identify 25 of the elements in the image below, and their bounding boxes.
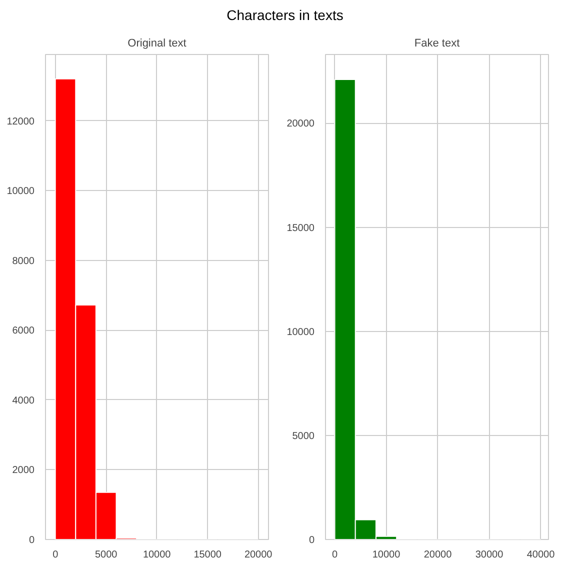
x-tick-label: 5000 [94, 550, 118, 560]
x-tick-label: 10000 [142, 550, 172, 560]
y-tick-label: 10000 [6, 186, 35, 198]
chart-title: Original text [128, 38, 186, 50]
chart-title: Fake text [414, 38, 460, 50]
y-tick-label: 15000 [286, 222, 315, 234]
x-tick-label: 20000 [244, 550, 273, 560]
x-tick-label: 0 [52, 550, 59, 560]
y-tick-label: 20000 [286, 118, 315, 130]
x-tick-label: 15000 [194, 550, 222, 560]
y-tick-label: 12000 [6, 116, 35, 128]
y-tick-label: 5000 [292, 430, 315, 442]
y-tick-label: 10000 [286, 326, 315, 338]
text: Characters in texts [226, 6, 344, 25]
x-tick-label: 10000 [372, 550, 401, 560]
y-tick-label: 0 [28, 535, 35, 546]
x-tick-label: 0 [332, 550, 338, 560]
x-tick-label: 20000 [424, 550, 452, 560]
y-tick-label: 2000 [12, 465, 35, 476]
y-tick-label: 0 [308, 535, 315, 546]
x-tick-label: 30000 [475, 550, 504, 560]
y-tick-label: 6000 [12, 326, 35, 337]
y-tick-label: 4000 [12, 395, 35, 406]
x-tick-label: 40000 [526, 550, 556, 560]
y-tick-label: 8000 [12, 256, 35, 267]
